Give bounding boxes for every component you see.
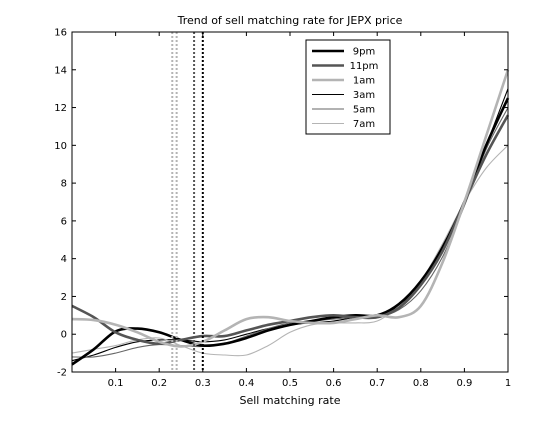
legend: 9pm 11pm 1am 3am 5am 7am: [306, 40, 390, 134]
legend-box: [306, 40, 390, 134]
y-tick-label: 4: [61, 254, 67, 265]
x-tick-label: 0.7: [369, 378, 385, 389]
series-line-9pm: [72, 98, 508, 364]
y-tick-label: 16: [54, 28, 67, 39]
y-tick-label: 14: [54, 65, 67, 76]
y-tick-label: 10: [54, 141, 67, 152]
legend-label-5am: 5am: [353, 105, 375, 116]
chart-title: Trend of sell matching rate for JEPX pri…: [177, 14, 403, 27]
legend-label-7am: 7am: [353, 119, 375, 130]
x-tick-label: 0.9: [456, 378, 472, 389]
y-tick-label: -2: [57, 368, 67, 379]
legend-label-3am: 3am: [353, 90, 375, 101]
x-tick-label: 0.2: [151, 378, 167, 389]
legend-label-11pm: 11pm: [350, 61, 379, 72]
x-tick-label: 0.4: [238, 378, 254, 389]
y-tick-label: 8: [61, 179, 67, 190]
x-tick-label: 1: [505, 378, 511, 389]
series-lines: [72, 70, 508, 365]
x-axis-label: Sell matching rate: [240, 394, 341, 407]
legend-label-1am: 1am: [353, 76, 375, 87]
vertical-marker-lines: [172, 32, 203, 372]
x-tick-label: 0.5: [282, 378, 298, 389]
y-tick-label: 2: [61, 292, 67, 303]
y-tick-label: 0: [61, 330, 67, 341]
y-tick-label: 6: [61, 216, 67, 227]
x-tick-label: 0.3: [195, 378, 211, 389]
series-line-1am: [72, 70, 508, 347]
series-line-11pm: [72, 115, 508, 344]
x-tick-label: 0.6: [326, 378, 342, 389]
x-tick-label: 0.8: [413, 378, 429, 389]
legend-label-9pm: 9pm: [353, 47, 375, 58]
x-tick-label: 0.1: [108, 378, 124, 389]
y-tick-label: 12: [54, 103, 67, 114]
